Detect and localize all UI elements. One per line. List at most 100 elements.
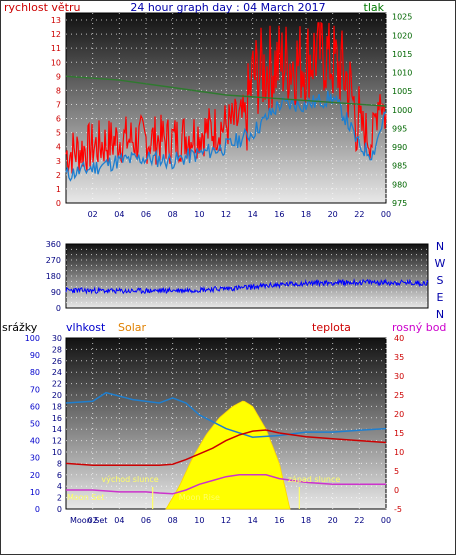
temperature-tick-label: 10: [394, 448, 404, 457]
temp-humidity-axes: 0246810121416182022242628300102030405060…: [25, 334, 404, 525]
moon-set-axis-label: Moon Set: [70, 516, 107, 525]
rain-axis-label: srážky: [2, 321, 38, 334]
wind-tick-label: 0: [56, 199, 61, 208]
humidity-axis-label: vlhkost: [66, 321, 106, 334]
humidity-tick-label: 20: [30, 471, 40, 480]
rain-tick-label: 20: [52, 391, 62, 400]
temperature-tick-label: 0: [394, 486, 399, 495]
rain-tick-label: 14: [52, 425, 62, 434]
moon-set-label: Moon Set: [67, 493, 104, 502]
humidity-tick-label: 40: [30, 437, 40, 446]
time-tick-label: 18: [301, 210, 311, 219]
solar-axis-label: Solar: [118, 321, 147, 334]
wind-pressure-axes: 0123456789101112139759809859909951000100…: [51, 13, 413, 219]
pressure-tick-label: 1020: [392, 31, 412, 40]
wind-tick-label: 5: [56, 129, 61, 138]
wind-direction-grid: [66, 248, 428, 304]
rain-tick-label: 24: [52, 368, 62, 377]
direction-tick-label: 270: [46, 256, 61, 265]
pressure-tick-label: 1000: [392, 106, 412, 115]
humidity-tick-label: 100: [25, 334, 40, 343]
rain-tick-label: 18: [52, 402, 62, 411]
pressure-tick-label: 975: [392, 199, 407, 208]
compass-label: N: [436, 308, 444, 321]
humidity-tick-label: 10: [30, 488, 40, 497]
compass-label: S: [437, 274, 444, 287]
rain-tick-label: 8: [57, 459, 62, 468]
time-tick-label: 10: [194, 516, 204, 525]
direction-tick-label: 180: [46, 272, 61, 281]
compass-label: N: [436, 240, 444, 253]
time-tick-label: 20: [328, 516, 338, 525]
rain-tick-label: 10: [52, 448, 62, 457]
humidity-line: [65, 391, 387, 438]
temperature-tick-label: 5: [394, 467, 399, 476]
time-tick-label: 08: [168, 210, 178, 219]
temp-humidity-marks: východ slunce západ slunce Moon Set Moon Ri…: [65, 391, 387, 510]
humidity-tick-label: 60: [30, 402, 40, 411]
pressure-tick-label: 990: [392, 143, 407, 152]
wind-tick-label: 9: [56, 72, 61, 81]
humidity-tick-label: 70: [30, 385, 40, 394]
wind-tick-label: 7: [56, 100, 61, 109]
pressure-tick-label: 1010: [392, 69, 412, 78]
direction-tick-label: 360: [46, 240, 61, 249]
wind-direction-marks: [65, 278, 429, 295]
dew-point-axis-label: rosný bod: [392, 321, 446, 334]
wind-tick-label: 10: [51, 58, 61, 67]
wind-tick-label: 8: [56, 86, 61, 95]
humidity-tick-label: 50: [30, 420, 40, 429]
time-tick-label: 02: [88, 516, 98, 525]
pressure-tick-label: 985: [392, 162, 407, 171]
rain-tick-label: 30: [52, 334, 62, 343]
time-tick-label: 22: [354, 516, 364, 525]
time-tick-label: 14: [248, 516, 258, 525]
temperature-tick-label: -5: [394, 505, 402, 514]
humidity-tick-label: 30: [30, 454, 40, 463]
time-tick-label: 12: [221, 210, 231, 219]
compass-label: W: [435, 257, 446, 270]
wind-tick-label: 2: [56, 171, 61, 180]
temperature-tick-label: 25: [394, 391, 404, 400]
time-tick-label: 04: [114, 516, 124, 525]
rain-tick-label: 2: [57, 494, 62, 503]
dew-point-line: [66, 474, 386, 495]
wind-axis-label: rychlost větru: [4, 1, 80, 14]
time-tick-label: 06: [141, 210, 151, 219]
rain-tick-label: 4: [57, 482, 62, 491]
temperature-line: [65, 429, 387, 467]
time-tick-label: 16: [274, 210, 284, 219]
time-tick-label: 00: [381, 516, 391, 525]
time-tick-label: 14: [248, 210, 258, 219]
wind-gust-line: [65, 21, 387, 174]
solar-area: [165, 400, 291, 510]
time-tick-label: 02: [88, 210, 98, 219]
time-tick-label: 08: [168, 516, 178, 525]
time-tick-label: 06: [141, 516, 151, 525]
direction-tick-label: 90: [51, 288, 61, 297]
temperature-tick-label: 35: [394, 353, 404, 362]
time-tick-label: 16: [274, 516, 284, 525]
direction-tick-label: 0: [56, 304, 61, 313]
time-tick-label: 18: [301, 516, 311, 525]
rain-tick-label: 16: [52, 414, 62, 423]
chart-title: 24 hour graph day : 04 March 2017: [130, 1, 325, 14]
compass-label: E: [437, 291, 444, 304]
wind-tick-label: 12: [51, 30, 61, 39]
pressure-tick-label: 995: [392, 124, 407, 133]
pressure-axis-label: tlak: [364, 1, 385, 14]
temperature-tick-label: 30: [394, 372, 404, 381]
pressure-tick-label: 1005: [392, 87, 412, 96]
wind-tick-label: 1: [56, 185, 61, 194]
wind-direction-line: [65, 278, 429, 295]
time-tick-label: 12: [221, 516, 231, 525]
wind-tick-label: 13: [51, 16, 61, 25]
rain-tick-label: 26: [52, 357, 62, 366]
temperature-tick-label: 15: [394, 429, 404, 438]
rain-tick-label: 22: [52, 380, 62, 389]
wind-tick-label: 4: [56, 143, 61, 152]
moon-rise-label: Moon Rise: [179, 493, 220, 502]
